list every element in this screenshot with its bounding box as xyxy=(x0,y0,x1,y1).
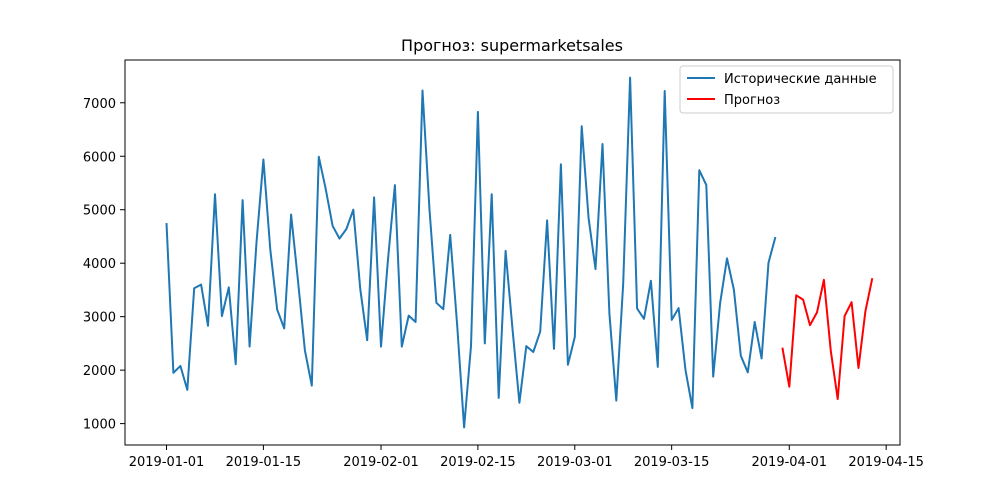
y-tick-label: 3000 xyxy=(83,311,116,326)
y-tick-label: 6000 xyxy=(83,150,116,165)
chart-title: Прогноз: supermarketsales xyxy=(401,36,623,55)
y-tick-label: 7000 xyxy=(83,97,116,112)
x-tick-label: 2019-03-01 xyxy=(537,455,613,470)
series-line-historical xyxy=(165,76,777,429)
y-tick-label: 2000 xyxy=(83,364,116,379)
x-tick-label: 2019-04-01 xyxy=(752,455,828,470)
y-tick-label: 5000 xyxy=(83,204,116,219)
legend-box xyxy=(679,65,894,114)
x-tick-label: 2019-02-15 xyxy=(440,455,516,470)
axes: 2019-01-01 2019-01-15 2019-02-01 2019-02-15… xyxy=(83,59,924,470)
plot-area xyxy=(165,76,874,429)
legend-label-historical: Исторические данные xyxy=(724,72,877,87)
x-tick-label: 2019-04-15 xyxy=(848,455,924,470)
x-tick-label: 2019-01-15 xyxy=(226,455,302,470)
y-tick-label: 4000 xyxy=(83,257,116,272)
series-line-forecast xyxy=(781,277,874,400)
plot-frame xyxy=(124,59,901,446)
x-tick-label: 2019-03-15 xyxy=(634,455,710,470)
legend: Исторические данные Прогноз xyxy=(679,65,894,114)
legend-label-forecast: Прогноз xyxy=(724,93,780,108)
y-tick-label: 1000 xyxy=(83,418,116,433)
x-tick-label: 2019-01-01 xyxy=(129,455,205,470)
x-tick-label: 2019-02-01 xyxy=(343,455,419,470)
